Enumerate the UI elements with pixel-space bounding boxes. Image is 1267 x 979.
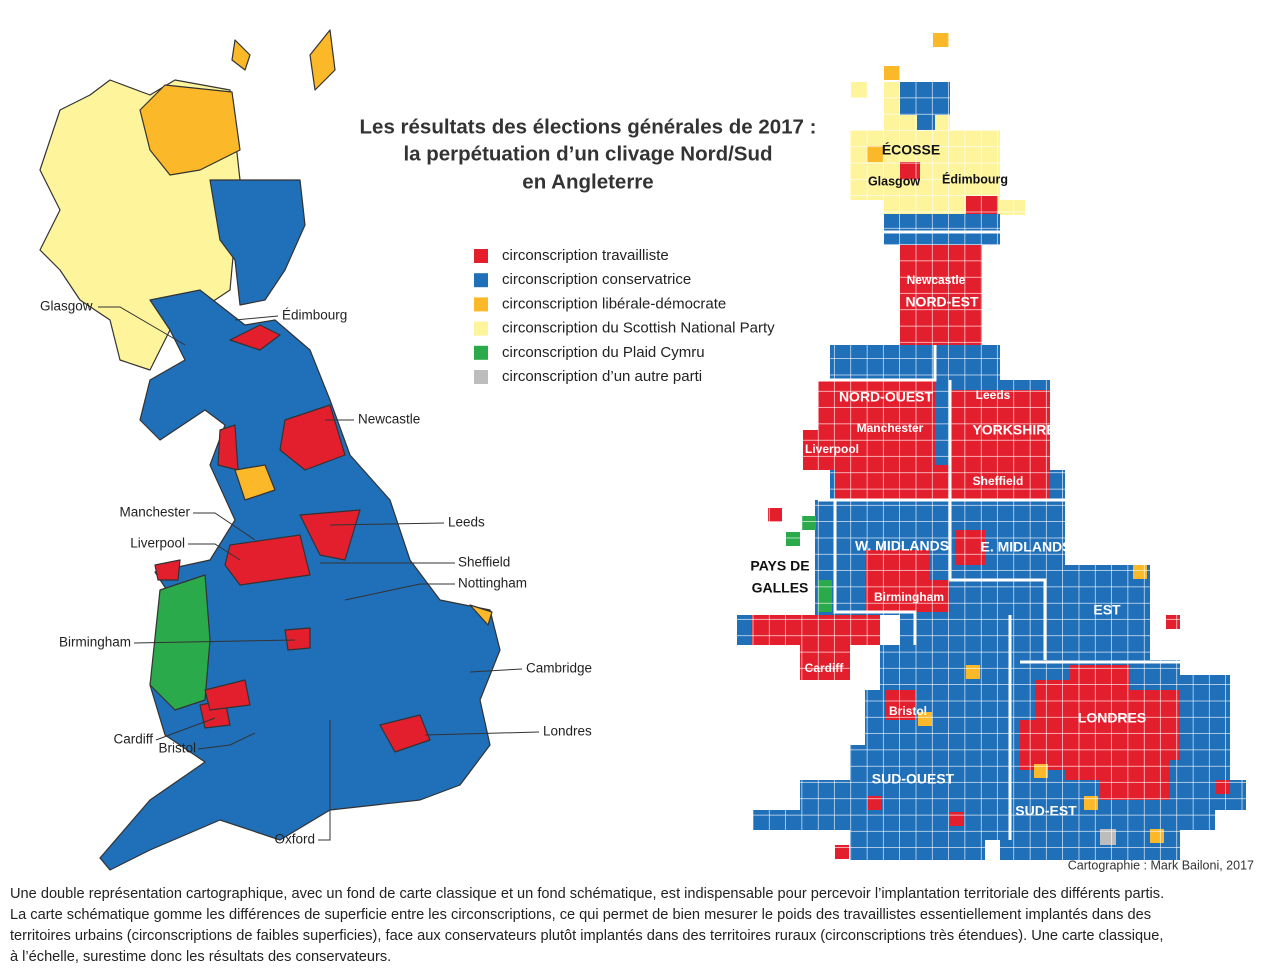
legend-label: circonscription du Plaid Cymru [502,344,705,361]
title-line: Les résultats des élections générales de… [360,115,817,138]
area-label: GALLES [752,580,809,596]
legend-swatch [474,321,488,336]
city-label: Newcastle [358,412,420,427]
leader-line [188,543,241,561]
leader-line [98,306,186,346]
area-label: ÉCOSSE [882,142,940,158]
leader-line [469,668,523,673]
region-label: NORD-OUEST [839,389,934,405]
region-label: Leeds [976,388,1011,402]
region-label: Birmingham [874,590,944,604]
city-label: Cambridge [526,661,592,676]
region-label: YORKSHIRE & H. [972,422,1087,438]
city-label: Manchester [119,505,190,520]
region-label: Liverpool [805,442,859,456]
city-label: Liverpool [130,536,185,551]
leader-line [344,583,455,601]
legend-label: circonscription travailliste [502,247,669,264]
labour-yorkshire [299,509,361,561]
title-line: en Angleterre [522,170,653,193]
labour-wales-south [204,679,251,711]
legend-label: circonscription libérale-démocrate [502,295,726,312]
labour-london [379,714,431,753]
city-label: Oxford [274,832,315,847]
region-label: SUD-EST [1015,803,1077,819]
leader-line [329,522,445,526]
legend-swatch [474,249,488,263]
region-label: Newcastle [907,273,966,287]
region-label: EST [1093,602,1121,618]
region-label: Bristol [889,704,927,718]
leader-line [133,639,296,644]
libdem-norfolk [469,604,493,626]
libdem-lakes [234,464,276,501]
caption-line: Une double représentation cartographique… [10,886,1165,902]
maps: Les résultats des élections générales de… [39,29,1254,872]
city-label: Bristol [158,741,196,756]
legend-swatch [474,345,488,360]
caption-line: à l’échelle, surestime donc les résultat… [10,949,392,965]
city-label: Édimbourg [282,308,347,323]
leader-line [155,717,216,741]
leader-line [197,732,256,750]
libdem-orkney [231,39,251,71]
leader-line [193,512,256,541]
city-label: Glasgow [40,299,93,314]
city-label: Sheffield [458,555,510,570]
area-label: Édimbourg [942,171,1008,186]
caption: Une double représentation cartographique… [10,884,1260,968]
region-label: LONDRES [1078,710,1146,726]
region-border [948,500,1047,660]
region-label: Cardiff [805,661,845,675]
region-label: SUD-OUEST [872,771,955,787]
region-label: Sheffield [973,474,1024,488]
legend-label: circonscription conservatrice [502,271,691,288]
legend-swatch [474,370,488,384]
leader-line [318,720,331,841]
legend-swatch [474,273,488,288]
leader-line [234,315,279,321]
labour-anglesey [154,559,181,581]
caption-line: La carte schématique gomme les différenc… [10,907,1152,923]
area-label: PAYS DE [750,558,809,574]
schematic-map [737,33,1252,863]
caption-line: territoires urbains (circonscriptions de… [10,928,1164,944]
grid-overlay [737,33,1252,863]
legend-label: circonscription du Scottish National Par… [502,320,775,337]
labour-birmingham [284,627,311,651]
leader-line [424,731,540,736]
region-border [818,345,937,382]
region-label: E. MIDLANDS [981,539,1072,555]
classic-map [39,29,501,871]
city-label: Londres [543,724,592,739]
labour-cumbria [217,424,239,471]
city-label: Nottingham [458,576,527,591]
legend-swatch [474,297,488,312]
credit: Cartographie : Mark Bailoni, 2017 [1068,858,1254,872]
region-label: Manchester [857,421,924,435]
libdem-shetland [309,29,336,91]
scotland-libdem [139,84,241,176]
scotland-conservative [209,179,306,306]
region-label: W. MIDLANDS [855,538,949,554]
city-label: Birmingham [59,635,131,650]
region-borders [818,230,1180,840]
region-border [833,500,917,645]
area-label: Glasgow [868,174,920,188]
city-label: Cardiff [113,732,153,747]
city-label: Leeds [448,515,485,530]
legend-label: circonscription d’un autre parti [502,368,702,385]
title-line: la perpétuation d’un clivage Nord/Sud [403,142,772,165]
classic-map-leaders [98,306,540,841]
region-label: NORD-EST [905,294,979,310]
labour-edinburgh [229,324,281,351]
labour-north-west [224,534,311,586]
labour-north-east [279,404,346,471]
